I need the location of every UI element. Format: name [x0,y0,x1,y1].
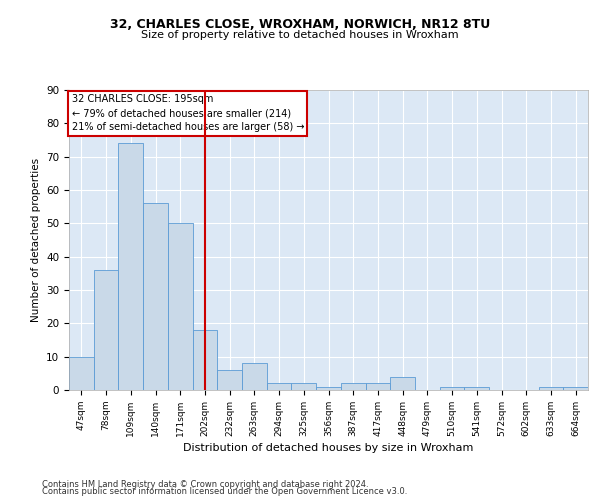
Bar [365,384,390,390]
Bar [464,386,489,390]
Text: Contains HM Land Registry data © Crown copyright and database right 2024.: Contains HM Land Registry data © Crown c… [42,480,368,489]
Bar [69,356,94,390]
Bar [94,270,118,390]
Bar [390,376,415,390]
Bar [193,330,217,390]
Bar [341,384,365,390]
Bar [118,144,143,390]
Y-axis label: Number of detached properties: Number of detached properties [31,158,41,322]
Text: Contains public sector information licensed under the Open Government Licence v3: Contains public sector information licen… [42,488,407,496]
Bar [242,364,267,390]
Text: Size of property relative to detached houses in Wroxham: Size of property relative to detached ho… [141,30,459,40]
Bar [168,224,193,390]
Bar [267,384,292,390]
Bar [217,370,242,390]
Text: 32 CHARLES CLOSE: 195sqm
← 79% of detached houses are smaller (214)
21% of semi-: 32 CHARLES CLOSE: 195sqm ← 79% of detach… [71,94,304,132]
Text: 32, CHARLES CLOSE, WROXHAM, NORWICH, NR12 8TU: 32, CHARLES CLOSE, WROXHAM, NORWICH, NR1… [110,18,490,30]
Bar [563,386,588,390]
Bar [440,386,464,390]
Bar [539,386,563,390]
Bar [143,204,168,390]
Bar [316,386,341,390]
X-axis label: Distribution of detached houses by size in Wroxham: Distribution of detached houses by size … [184,443,473,453]
Bar [292,384,316,390]
